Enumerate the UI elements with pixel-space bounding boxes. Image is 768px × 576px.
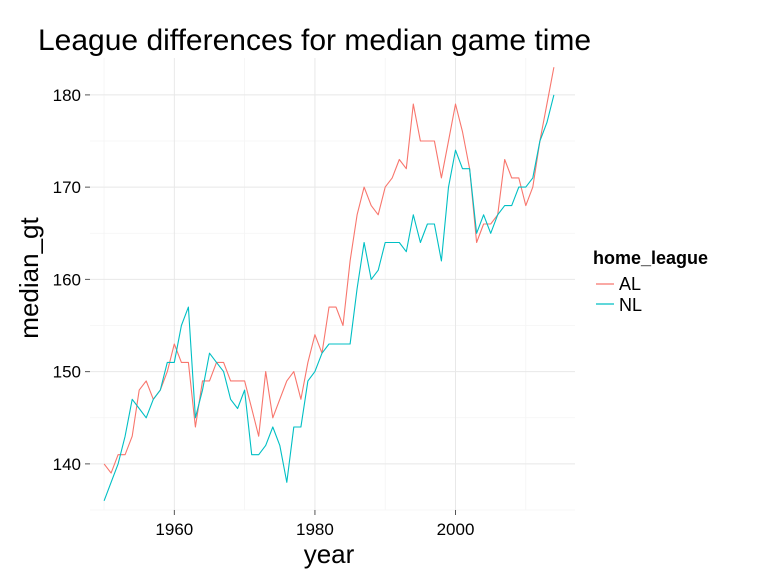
x-tick-label: 2000 [437, 520, 475, 539]
axes: 1960 1980 2000 140 150 160 170 180 [53, 86, 475, 539]
grid [90, 58, 575, 511]
y-tick-label: 180 [53, 86, 81, 105]
y-axis-title: median_gt [14, 217, 44, 339]
legend-label-nl: NL [619, 295, 642, 315]
y-tick-label: 140 [53, 455, 81, 474]
legend-label-al: AL [619, 274, 641, 294]
y-tick-label: 160 [53, 270, 81, 289]
series-line-al [103, 67, 555, 474]
x-tick-label: 1980 [296, 520, 334, 539]
y-tick-label: 170 [53, 178, 81, 197]
series-line-nl [103, 94, 555, 501]
x-tick-label: 1960 [155, 520, 193, 539]
legend-title: home_league [593, 248, 708, 268]
y-tick-label: 150 [53, 363, 81, 382]
legend: home_league AL NL [593, 248, 708, 315]
series-lines [103, 67, 555, 501]
x-axis-title: year [304, 539, 355, 569]
chart-title: League differences for median game time [38, 24, 591, 57]
